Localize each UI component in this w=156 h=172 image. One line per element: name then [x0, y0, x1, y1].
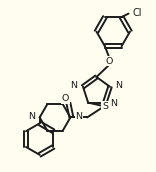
- Text: O: O: [106, 57, 113, 66]
- Text: N: N: [110, 99, 117, 108]
- Text: N: N: [75, 112, 82, 121]
- Text: S: S: [102, 102, 108, 111]
- Text: O: O: [62, 94, 69, 103]
- Text: N: N: [71, 81, 78, 90]
- Text: N: N: [28, 112, 35, 121]
- Text: N: N: [115, 81, 122, 90]
- Text: Cl: Cl: [133, 8, 142, 18]
